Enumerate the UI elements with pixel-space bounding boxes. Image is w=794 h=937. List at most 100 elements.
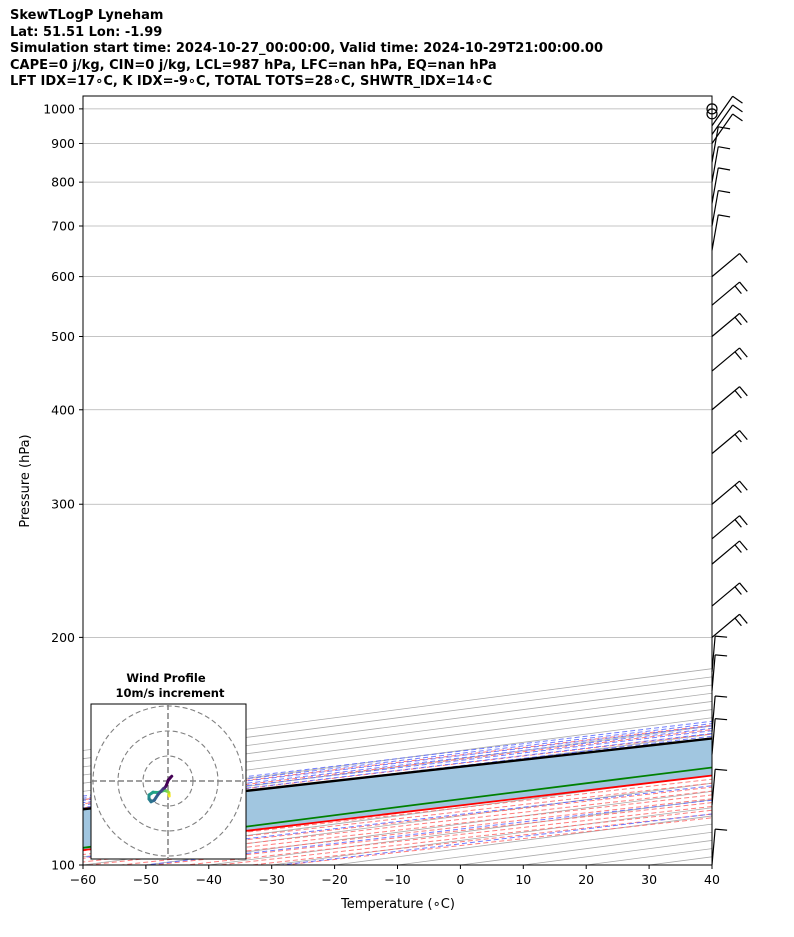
y-tick-label: 300 bbox=[51, 497, 75, 512]
x-tick-label: −30 bbox=[259, 872, 285, 887]
x-tick-label: 10 bbox=[515, 872, 531, 887]
wind-barb-feather bbox=[715, 654, 728, 657]
y-tick-label: 700 bbox=[51, 219, 75, 234]
wind-barb bbox=[711, 113, 743, 144]
wind-barb bbox=[711, 281, 748, 306]
wind-barb-feather bbox=[734, 544, 742, 553]
wind-barb-staff bbox=[711, 190, 719, 227]
wind-barb-staff bbox=[711, 829, 716, 866]
wind-barb bbox=[711, 253, 748, 278]
header-times: Simulation start time: 2024-10-27_00:00:… bbox=[10, 41, 603, 57]
wind-barb bbox=[711, 718, 728, 755]
wind-barb bbox=[711, 635, 728, 673]
wind-barb bbox=[711, 95, 743, 127]
wind-barb-feather bbox=[734, 316, 742, 326]
y-tick-label: 800 bbox=[51, 175, 75, 190]
wind-barb-staff bbox=[711, 480, 740, 505]
wind-barb-staff bbox=[711, 718, 716, 755]
calm-wind-marker bbox=[706, 108, 718, 120]
y-tick-label: 500 bbox=[51, 329, 75, 344]
wind-barb bbox=[711, 126, 731, 163]
wind-barb bbox=[711, 167, 731, 204]
hodograph: Wind Profile 10m/s increment bbox=[90, 671, 247, 860]
wind-barb-feather bbox=[739, 347, 748, 358]
y-axis-ticks: 100 200 300 400 500 600 700 800 900 1000 bbox=[43, 101, 83, 873]
wind-barb-feather bbox=[739, 540, 748, 551]
wind-barb-staff bbox=[711, 312, 740, 337]
wind-barb-staff bbox=[711, 113, 734, 144]
header-title: SkewTLogP Lyneham bbox=[10, 8, 164, 23]
wind-barbs bbox=[706, 95, 748, 866]
y-tick-label: 1000 bbox=[43, 101, 75, 116]
wind-barb bbox=[711, 104, 743, 135]
isotherm bbox=[83, 725, 712, 809]
x-axis-ticks: −60 −50 −40 −30 −20 −10 0 10 20 30 40 bbox=[70, 865, 720, 887]
wind-barb-staff bbox=[711, 386, 740, 411]
x-tick-label: 0 bbox=[456, 872, 464, 887]
wind-barb-staff bbox=[711, 695, 716, 732]
wind-barb-feather bbox=[739, 253, 748, 264]
wind-barb-staff bbox=[711, 95, 734, 127]
wind-barb-feather bbox=[718, 214, 731, 218]
wind-barb bbox=[711, 386, 748, 411]
hodograph-subtitle: 10m/s increment bbox=[116, 686, 225, 700]
isotherm bbox=[83, 676, 712, 760]
wind-barb bbox=[711, 214, 731, 251]
wind-barb bbox=[711, 582, 748, 607]
wind-barb-feather bbox=[734, 390, 742, 399]
header-stability-2: LFT IDX=17∘C, K IDX=-9∘C, TOTAL TOTS=28∘… bbox=[10, 74, 493, 90]
wind-barb bbox=[711, 146, 731, 183]
wind-barb-feather bbox=[739, 582, 748, 593]
x-tick-label: −60 bbox=[70, 872, 96, 887]
y-tick-label: 600 bbox=[51, 269, 75, 284]
wind-barb-feather bbox=[732, 113, 743, 122]
wind-barb-feather bbox=[739, 281, 748, 292]
wind-barb-feather bbox=[734, 586, 742, 595]
hodograph-trace-segment bbox=[169, 774, 174, 779]
wind-barb bbox=[711, 430, 748, 455]
wind-barb-feather bbox=[739, 312, 748, 323]
wind-barb bbox=[711, 540, 748, 565]
wind-barb bbox=[711, 613, 748, 638]
wind-barb-staff bbox=[711, 636, 716, 673]
wind-barb-staff bbox=[711, 281, 740, 306]
x-axis-label: Temperature (∘C) bbox=[340, 897, 455, 912]
y-tick-label: 400 bbox=[51, 402, 75, 417]
x-tick-label: 40 bbox=[704, 872, 720, 887]
wind-barb-feather bbox=[718, 146, 731, 150]
wind-barb-feather bbox=[734, 285, 742, 294]
wind-barb bbox=[711, 480, 748, 505]
wind-barb-staff bbox=[711, 146, 719, 183]
wind-barb-feather bbox=[734, 617, 742, 627]
wind-barb-staff bbox=[711, 253, 740, 278]
isotherm bbox=[83, 684, 712, 768]
wind-barb-feather bbox=[734, 351, 742, 360]
wind-barb bbox=[711, 768, 728, 806]
wind-barb-staff bbox=[711, 654, 716, 691]
isotherm bbox=[271, 807, 712, 865]
x-tick-label: −40 bbox=[196, 872, 222, 887]
wind-barb-staff bbox=[711, 430, 740, 455]
wind-barb-feather bbox=[718, 167, 731, 171]
calm-wind-marker bbox=[706, 103, 718, 115]
chart-header: SkewTLogP Lyneham Lat: 51.51 Lon: -1.99 … bbox=[10, 8, 603, 91]
wind-barb-feather bbox=[739, 480, 748, 491]
y-tick-label: 900 bbox=[51, 136, 75, 151]
wind-barb bbox=[711, 515, 748, 540]
wind-barb-feather bbox=[734, 519, 742, 528]
header-stability-1: CAPE=0 j/kg, CIN=0 j/kg, LCL=987 hPa, LF… bbox=[10, 57, 497, 73]
wind-barb-staff bbox=[711, 214, 719, 251]
wind-barb bbox=[711, 695, 728, 732]
wind-barb-staff bbox=[711, 540, 740, 565]
wind-barb-feather bbox=[715, 828, 728, 831]
y-tick-label: 200 bbox=[51, 630, 75, 645]
wind-barb-staff bbox=[711, 167, 719, 204]
x-tick-label: 20 bbox=[578, 872, 594, 887]
wind-barb-feather bbox=[739, 386, 748, 397]
wind-barb-feather bbox=[718, 189, 731, 194]
wind-barb-staff bbox=[711, 613, 740, 638]
x-tick-label: −50 bbox=[133, 872, 159, 887]
wind-barb bbox=[711, 312, 748, 337]
hodograph-title: Wind Profile bbox=[126, 671, 206, 685]
